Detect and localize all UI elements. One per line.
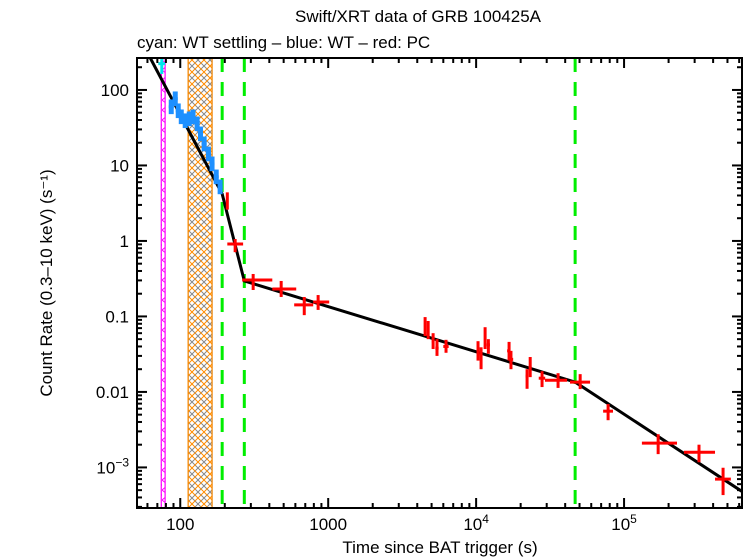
x-tick-label: 104	[463, 512, 489, 534]
pc-point	[525, 369, 529, 389]
y-tick-label: 0.1	[105, 307, 129, 326]
plot-frame	[136, 57, 743, 509]
pc-point	[683, 444, 716, 463]
x-axis-label: Time since BAT trigger (s)	[342, 538, 537, 557]
wt-point	[197, 126, 203, 142]
pc-point	[544, 373, 568, 388]
pc-point	[225, 192, 229, 210]
pc-point	[641, 434, 678, 455]
model-fit-line	[148, 58, 742, 493]
pc-point	[294, 296, 314, 316]
wt-point	[209, 156, 215, 172]
pc-point	[435, 339, 439, 356]
wt-point	[217, 179, 223, 195]
x-tick-label: 100	[166, 515, 194, 534]
pc-point	[486, 339, 490, 354]
x-tick-label: 105	[611, 512, 637, 534]
wt-point	[172, 91, 178, 107]
y-tick-label: 10−3	[96, 455, 129, 477]
pc-point	[242, 273, 273, 290]
wt-point	[168, 99, 174, 115]
x-tick-label: 1000	[309, 515, 347, 534]
magenta-band	[160, 58, 166, 508]
wt-point	[205, 146, 211, 162]
pc-point	[426, 320, 430, 340]
pc-point	[715, 467, 731, 496]
pc-point	[423, 317, 427, 337]
pc-point	[479, 347, 483, 370]
wt-point	[194, 116, 200, 132]
chart-title: Swift/XRT data of GRB 100425A	[295, 7, 542, 26]
pc-point	[528, 357, 532, 378]
pc-point	[272, 280, 297, 297]
y-tick-label: 100	[101, 81, 129, 100]
pc-point	[443, 339, 449, 353]
y-tick-label: 0.01	[96, 383, 129, 402]
chart-subtitle: cyan: WT settling – blue: WT – red: PC	[137, 33, 430, 52]
pc-point	[483, 327, 487, 350]
orange-band	[187, 58, 213, 508]
wt-point	[201, 136, 207, 152]
pc-point	[603, 404, 614, 421]
pc-point	[476, 341, 480, 361]
pc-point	[538, 371, 546, 388]
wt-point	[213, 169, 219, 185]
y-tick-label: 10	[110, 156, 129, 175]
pc-point	[313, 295, 330, 310]
pc-point	[227, 239, 244, 253]
wt-settling-point	[158, 58, 166, 74]
y-tick-label: 1	[120, 232, 129, 251]
pc-point	[509, 350, 514, 370]
pc-point	[569, 374, 591, 390]
y-axis-label: Count Rate (0.3–10 keV) (s⁻¹)	[37, 169, 56, 396]
pc-point	[431, 333, 435, 350]
